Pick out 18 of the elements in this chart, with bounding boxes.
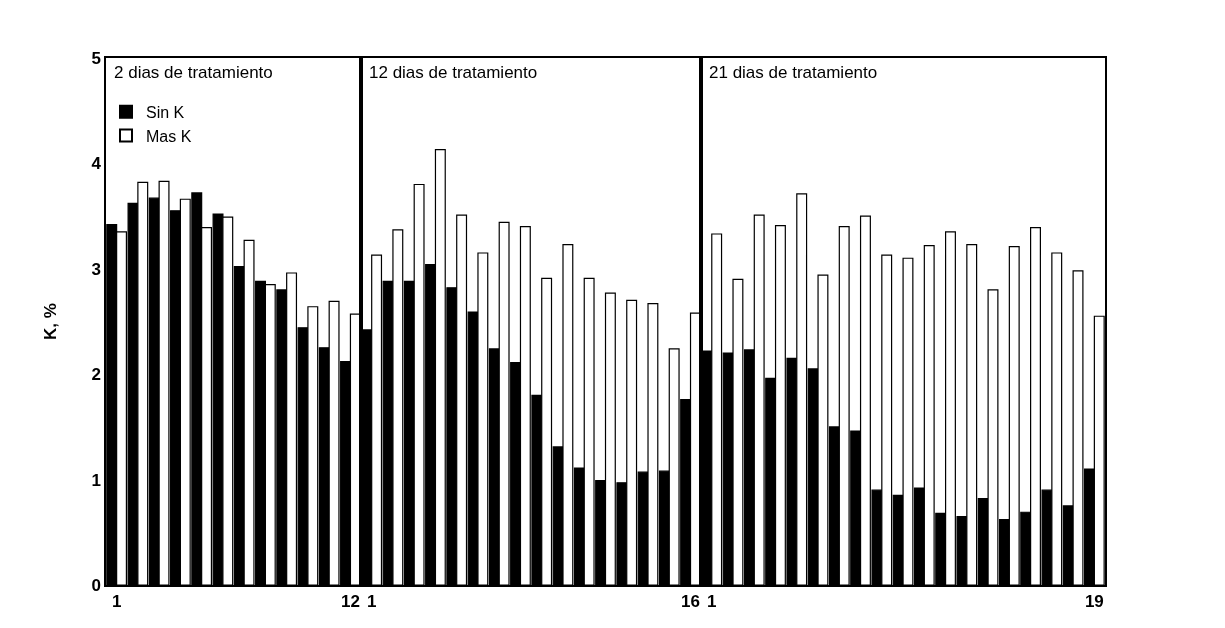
y-tick-label: 3 xyxy=(91,259,101,279)
x-tick-label: 1 xyxy=(366,592,377,612)
x-tick-label: 1 xyxy=(707,592,717,612)
y-tick-label: 2 xyxy=(91,365,101,385)
x-tick-label: 12 xyxy=(340,592,360,612)
legend-label: Sin K xyxy=(146,104,185,122)
chart-title: 12 dias de tratamiento xyxy=(369,63,538,82)
y-tick-label: 5 xyxy=(91,48,101,68)
chart-title: 2 dias de tratamiento xyxy=(114,63,273,82)
chart-title: 21 dias de tratamiento xyxy=(709,63,878,82)
y-tick-label: 4 xyxy=(91,154,102,174)
x-tick-label: 19 xyxy=(1084,592,1104,612)
y-tick-label: 0 xyxy=(91,575,101,595)
y-tick-label: 1 xyxy=(91,470,101,490)
x-tick-label: 16 xyxy=(681,592,700,612)
y-axis-title: K, % xyxy=(41,303,61,340)
legend-label: Mas K xyxy=(146,127,192,145)
x-tick-label: 1 xyxy=(111,592,122,612)
